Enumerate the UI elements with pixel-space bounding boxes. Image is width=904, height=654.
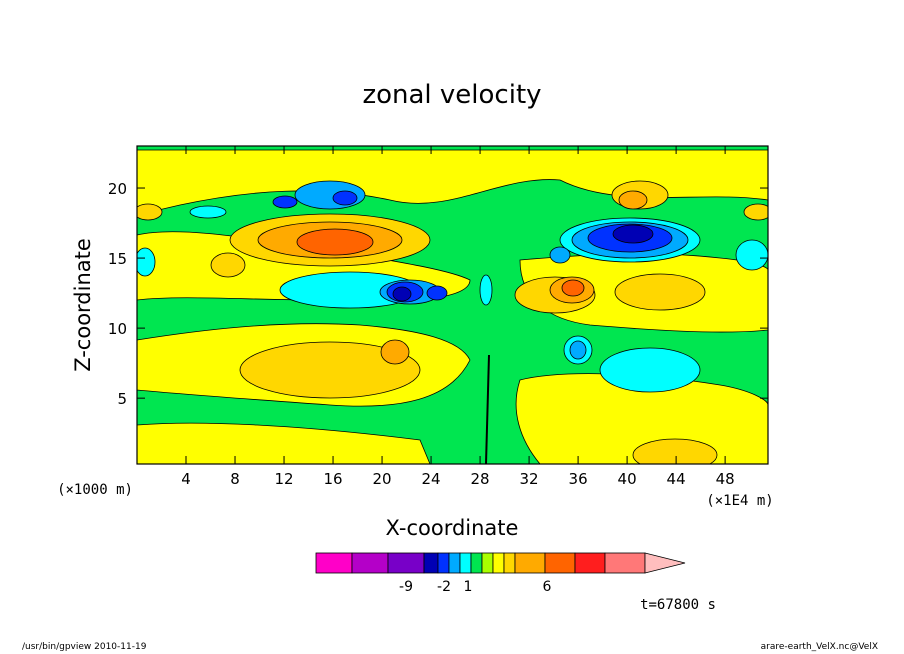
x-tick-label-7: 32 [520, 470, 539, 488]
z-unit-label: (×1000 m) [57, 482, 133, 498]
blue-top-left [332, 190, 358, 206]
x-tick-label-3: 16 [323, 470, 342, 488]
gold-right-mid [614, 273, 706, 311]
gold-left-edge [137, 203, 163, 221]
x-tick-label-10: 44 [667, 470, 686, 488]
blue-left-mid2 [426, 285, 448, 301]
x-tick-label-5: 24 [422, 470, 441, 488]
colorbar-tick-label-3: 6 [543, 579, 552, 595]
gold-bottom-right [632, 438, 718, 464]
y-ticks: 5 10 15 20 [108, 180, 768, 408]
colorbar-swatch-6 [459, 552, 472, 574]
colorbar-swatch-0 [315, 552, 353, 574]
yellow-lower-right [515, 373, 768, 464]
x-tick-label-11: 48 [716, 470, 735, 488]
y-tick-label-3: 20 [108, 180, 127, 198]
terrain-ridge [485, 354, 490, 465]
orange-right-top [618, 190, 648, 210]
colorbar-swatch-1 [351, 552, 389, 574]
cyan-left-edge [137, 247, 156, 277]
orange-left-lower [380, 339, 410, 365]
x-ticks: 4 8 12 16 20 24 28 32 36 40 44 48 [181, 146, 735, 488]
x-tick-label-6: 28 [471, 470, 490, 488]
y-tick-label-2: 15 [108, 250, 127, 268]
gold-small-left [210, 252, 246, 278]
colorbar-swatch-3 [423, 552, 439, 574]
x-unit-label: (×1E4 m) [706, 493, 773, 509]
gold-right-edge [743, 203, 768, 221]
cyan-edge-left [189, 205, 227, 219]
yellow-bottom-left [137, 422, 431, 464]
colorbar-swatch-8 [481, 552, 494, 574]
contour-field [137, 149, 768, 464]
darkorange-right-center [561, 279, 585, 297]
colorbar-swatch-10 [503, 552, 516, 574]
colorbar-swatch-14 [604, 552, 646, 574]
colorbar-swatch-13 [574, 552, 606, 574]
darkorange-left-upper [296, 228, 374, 256]
x-tick-label-1: 8 [230, 470, 240, 488]
navy-left-mid [392, 286, 412, 302]
colorbar-tick-label-1: -2 [437, 579, 451, 595]
plot-frame [136, 145, 769, 465]
colorbar-swatch-11 [514, 552, 546, 574]
footer-left: /usr/bin/gpview 2010-11-19 [22, 642, 147, 652]
cyan-top-left2 [272, 195, 298, 209]
time-label: t=67800 s [640, 597, 716, 613]
x-tick-label-2: 12 [274, 470, 293, 488]
y-tick-label-0: 5 [117, 390, 127, 408]
x-tick-label-9: 40 [618, 470, 637, 488]
cyan-right-edge [735, 239, 768, 271]
cyan-small-a [549, 246, 571, 264]
colorbar-tick-labels: -9 -2 1 6 [399, 579, 552, 595]
x-tick-label-8: 36 [569, 470, 588, 488]
colorbar-tick-label-0: -9 [399, 579, 413, 595]
colorbar-swatch-7 [470, 552, 483, 574]
yellow-band-top [137, 149, 768, 216]
y-tick-label-1: 10 [108, 320, 127, 338]
x-tick-label-4: 20 [373, 470, 392, 488]
gold-left-lower [239, 341, 421, 399]
cyan-right-lower [599, 347, 701, 393]
cyan-near-axis [479, 274, 493, 306]
chart-title: zonal velocity [362, 80, 541, 110]
footer-right: arare-earth_VelX.nc@VelX [760, 642, 878, 652]
x-axis-label: X-coordinate [386, 516, 519, 540]
colorbar-swatch-2 [387, 552, 425, 574]
colorbar-swatch-12 [544, 552, 576, 574]
navy-right-upper [612, 224, 654, 244]
colorbar-extend-arrow [644, 552, 686, 574]
colorbar-tick-label-2: 1 [464, 579, 473, 595]
y-axis-label: Z-coordinate [71, 238, 95, 372]
sky-right-small [569, 340, 587, 360]
colorbar-swatch-4 [437, 552, 450, 574]
colorbar-swatch-5 [448, 552, 461, 574]
x-tick-label-0: 4 [181, 470, 191, 488]
colorbar-swatch-9 [492, 552, 505, 574]
colorbar [315, 552, 686, 574]
